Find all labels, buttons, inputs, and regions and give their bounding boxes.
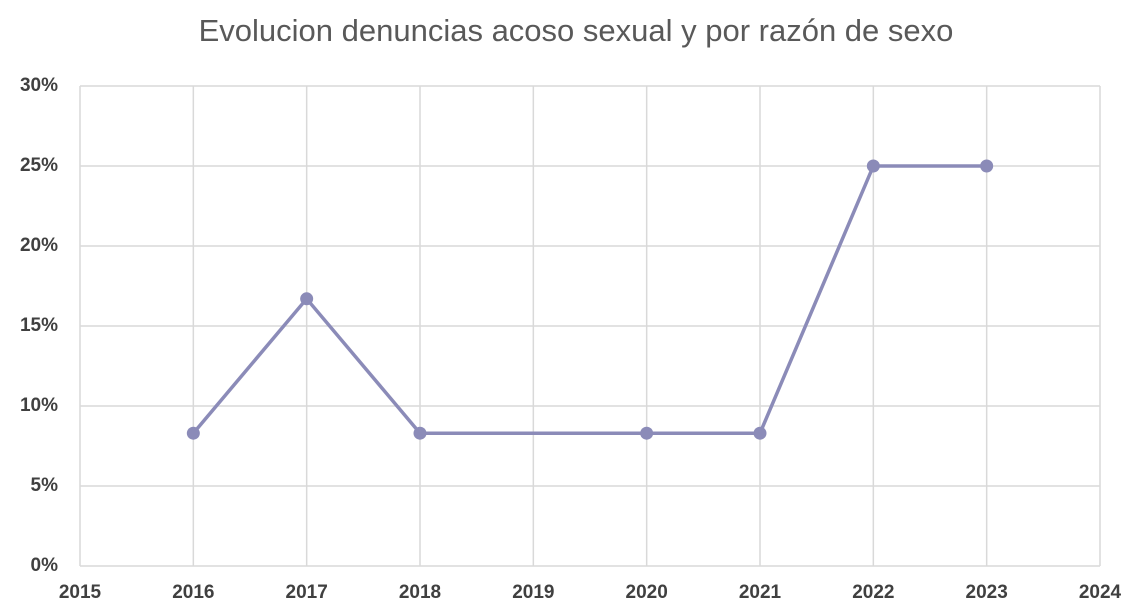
y-tick-label: 5% bbox=[31, 475, 59, 496]
y-tick-label: 0% bbox=[31, 555, 59, 576]
y-tick-label: 10% bbox=[20, 395, 58, 416]
x-tick-label: 2018 bbox=[399, 582, 441, 603]
point bbox=[640, 426, 654, 440]
x-tick-label: 2016 bbox=[172, 582, 214, 603]
point bbox=[753, 426, 767, 440]
y-tick-label: 15% bbox=[20, 315, 58, 336]
x-tick-label: 2015 bbox=[59, 582, 102, 603]
x-tick-label: 2024 bbox=[1079, 582, 1122, 603]
point bbox=[413, 426, 427, 440]
x-tick-label: 2023 bbox=[966, 582, 1008, 603]
y-tick-label: 30% bbox=[20, 75, 58, 96]
point bbox=[866, 159, 880, 173]
x-tick-label: 2020 bbox=[626, 582, 668, 603]
x-tick-label: 2022 bbox=[852, 582, 894, 603]
point bbox=[980, 159, 994, 173]
x-tick-label: 2019 bbox=[512, 582, 554, 603]
chart-title: Evolucion denuncias acoso sexual y por r… bbox=[199, 13, 954, 48]
x-tick-label: 2021 bbox=[739, 582, 782, 603]
point bbox=[186, 426, 200, 440]
point bbox=[300, 292, 314, 306]
y-tick-label: 25% bbox=[20, 155, 58, 176]
x-tick-label: 2017 bbox=[286, 582, 328, 603]
y-tick-label: 20% bbox=[20, 235, 58, 256]
